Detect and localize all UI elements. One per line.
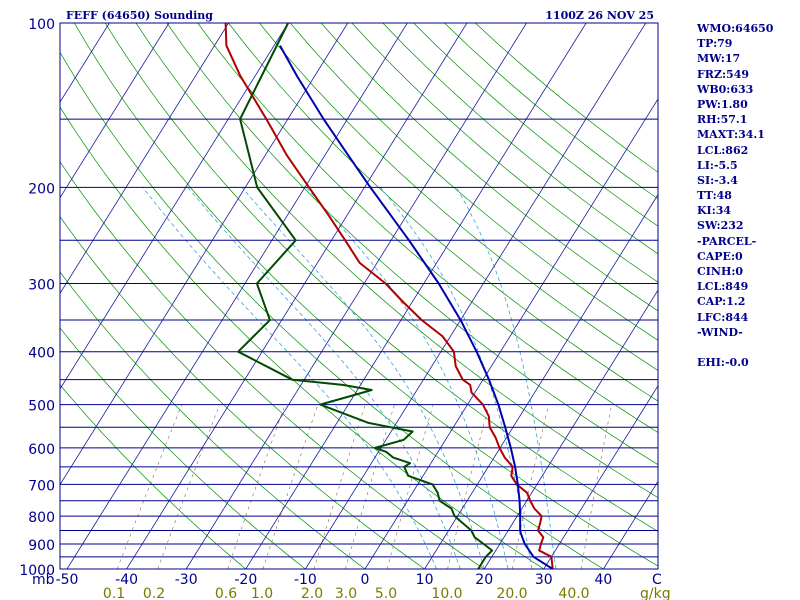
panel-line: EHI:-0.0 xyxy=(697,356,749,370)
panel-line: SW:232 xyxy=(697,219,744,233)
panel-line: LFC:844 xyxy=(697,310,749,324)
panel-line: MAXT:34.1 xyxy=(697,128,765,142)
temperature-tick-label: 10 xyxy=(416,572,434,588)
pressure-tick-label: 600 xyxy=(28,442,55,458)
mixing-ratio-line xyxy=(512,404,549,569)
mixing-ratio-label: 40.0 xyxy=(558,586,589,600)
panel-line: TP:79 xyxy=(697,37,733,51)
pressure-tick-label: 1000 xyxy=(19,563,55,579)
chart-title: FEFF (64650) Sounding xyxy=(66,9,213,22)
panel-line: RH:57.1 xyxy=(697,113,748,127)
mixing-ratio-line xyxy=(116,404,182,569)
temperature-tick-label: -20 xyxy=(234,572,257,588)
isotherm xyxy=(364,98,658,569)
temperature-tick-label: -10 xyxy=(294,572,317,588)
isotherm xyxy=(245,23,587,569)
isotherm xyxy=(126,23,468,569)
panel-line: LCL:862 xyxy=(697,143,749,157)
temperature-tick-label: 40 xyxy=(594,572,612,588)
pressure-tick-label: 100 xyxy=(28,17,55,33)
panel-line: -WIND- xyxy=(697,325,743,339)
mixing-ratio-label: 20.0 xyxy=(496,586,527,600)
valid-time: 1100Z 26 NOV 25 xyxy=(545,9,654,22)
isotherm xyxy=(60,23,349,486)
isotherm xyxy=(60,23,170,199)
mixing-ratio-label: 2.0 xyxy=(301,586,323,600)
panel-line: WB0:633 xyxy=(697,82,754,96)
panel-line: CAPE:0 xyxy=(697,249,743,263)
mixing-ratio-label: 0.1 xyxy=(103,586,125,600)
pressure-tick-label: 800 xyxy=(28,510,55,526)
panel-line: LI:-5.5 xyxy=(697,158,738,172)
panel-line: FRZ:549 xyxy=(697,67,750,81)
panel-line: CINH:0 xyxy=(697,265,744,278)
panel-line: -PARCEL- xyxy=(697,234,757,248)
plot-frame xyxy=(59,22,659,570)
parcel-profile xyxy=(279,45,554,569)
moist-adiabat xyxy=(142,187,437,569)
isotherm xyxy=(66,23,408,569)
y-unit-label: mb xyxy=(32,572,55,588)
plot-background xyxy=(60,23,658,569)
temperature-tick-label: 0 xyxy=(361,572,370,588)
panel-line: MW:17 xyxy=(697,52,741,66)
mixing-ratio-label: 0.6 xyxy=(215,586,237,600)
isotherm xyxy=(60,23,289,390)
panel-line: TT:48 xyxy=(697,189,732,203)
dewpoint-profile xyxy=(237,23,494,569)
pressure-tick-label: 700 xyxy=(28,478,55,494)
panel-line: PW:1.80 xyxy=(697,97,748,111)
pressure-tick-label: 300 xyxy=(28,278,55,294)
temperature-tick-label: -50 xyxy=(56,572,79,588)
pressure-tick-label: 500 xyxy=(28,399,55,415)
isotherm xyxy=(543,385,658,569)
x-unit-label: C xyxy=(652,572,662,588)
panel-line xyxy=(697,340,797,355)
mixing-ratio-unit-label: g/kg xyxy=(640,586,671,600)
sounding-indices-panel: WMO:64650 TP:79 MW:17 FRZ:549 WB0:633 PW:1.80… xyxy=(697,21,797,370)
mixing-ratio-label: 1.0 xyxy=(251,586,273,600)
isotherm xyxy=(60,23,229,295)
moist-adiabat xyxy=(305,187,509,569)
isotherm xyxy=(483,289,658,569)
temperature-tick-label: 30 xyxy=(535,572,553,588)
panel-line: CAP:1.2 xyxy=(697,295,746,309)
temperature-profile xyxy=(224,23,554,569)
mixing-ratio-label: 5.0 xyxy=(375,586,397,600)
temperature-tick-label: -30 xyxy=(175,572,198,588)
isotherm xyxy=(185,23,527,569)
temperature-tick-label: -40 xyxy=(115,572,138,588)
pressure-tick-label: 900 xyxy=(28,538,55,554)
mixing-ratio-label: 0.2 xyxy=(143,586,165,600)
panel-line: SI:-3.4 xyxy=(697,173,738,187)
mixing-ratio-label: 10.0 xyxy=(431,586,462,600)
mixing-ratio-label: 3.0 xyxy=(335,586,357,600)
pressure-tick-label: 200 xyxy=(28,181,55,197)
isotherm xyxy=(305,23,647,569)
panel-line: KI:34 xyxy=(697,204,732,218)
panel-line: WMO:64650 xyxy=(697,22,774,35)
temperature-tick-label: 20 xyxy=(475,572,493,588)
isotherm xyxy=(424,193,658,569)
pressure-tick-label: 400 xyxy=(28,346,55,362)
panel-line: LCL:849 xyxy=(697,280,749,294)
